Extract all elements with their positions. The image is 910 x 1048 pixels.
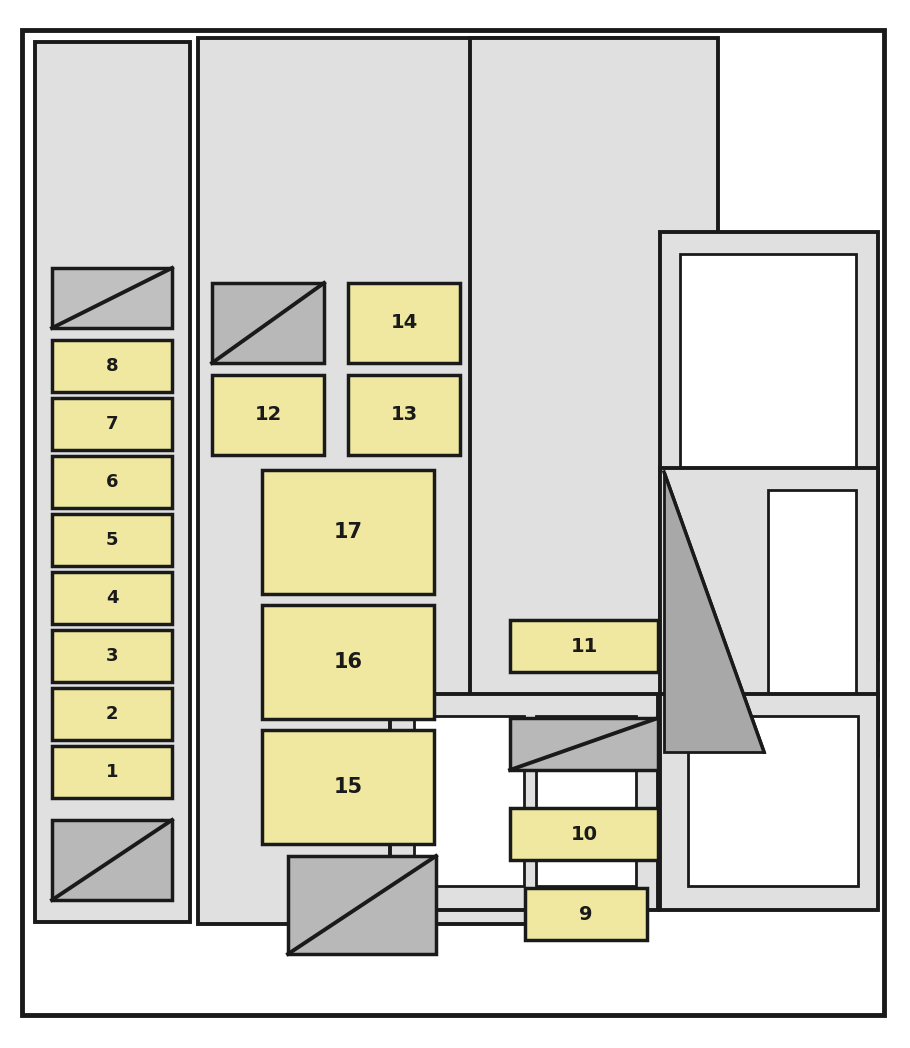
Polygon shape [664, 472, 764, 752]
Bar [52, 687, 172, 740]
Text: 16: 16 [333, 652, 362, 672]
Bar [262, 470, 434, 594]
Bar [660, 694, 878, 910]
Bar [212, 283, 324, 363]
Text: 14: 14 [390, 313, 418, 332]
Bar [768, 490, 856, 732]
Text: 6: 6 [106, 473, 118, 492]
Bar [348, 375, 460, 455]
Bar [390, 694, 658, 910]
Text: 3: 3 [106, 647, 118, 665]
Bar [525, 888, 647, 940]
Text: 12: 12 [255, 406, 281, 424]
Bar [52, 514, 172, 566]
Text: 8: 8 [106, 357, 118, 375]
Bar [198, 38, 638, 924]
Bar [52, 746, 172, 798]
Bar [212, 375, 324, 455]
Bar [414, 716, 524, 886]
Bar [660, 232, 878, 660]
Bar [52, 268, 172, 328]
Bar [35, 42, 190, 922]
Bar [688, 716, 858, 886]
Bar [348, 283, 460, 363]
Bar [536, 716, 636, 886]
Bar [510, 620, 658, 672]
Text: 7: 7 [106, 415, 118, 433]
Bar [52, 572, 172, 624]
Bar [52, 820, 172, 900]
Text: 11: 11 [571, 636, 598, 655]
Bar [510, 808, 658, 860]
Text: 1: 1 [106, 763, 118, 781]
Text: 2: 2 [106, 705, 118, 723]
Text: 10: 10 [571, 825, 598, 844]
Bar [510, 718, 658, 770]
Bar [470, 38, 718, 718]
Text: 5: 5 [106, 531, 118, 549]
Text: 15: 15 [333, 777, 362, 796]
Bar [52, 398, 172, 450]
Bar [660, 468, 878, 756]
Bar [52, 456, 172, 508]
Bar [52, 340, 172, 392]
Bar [262, 730, 434, 844]
Bar [52, 630, 172, 682]
Bar [288, 856, 436, 954]
Text: 17: 17 [333, 522, 362, 542]
Bar [680, 254, 856, 638]
Text: 9: 9 [580, 904, 592, 923]
Text: 13: 13 [390, 406, 418, 424]
Text: 4: 4 [106, 589, 118, 607]
Bar [262, 605, 434, 719]
